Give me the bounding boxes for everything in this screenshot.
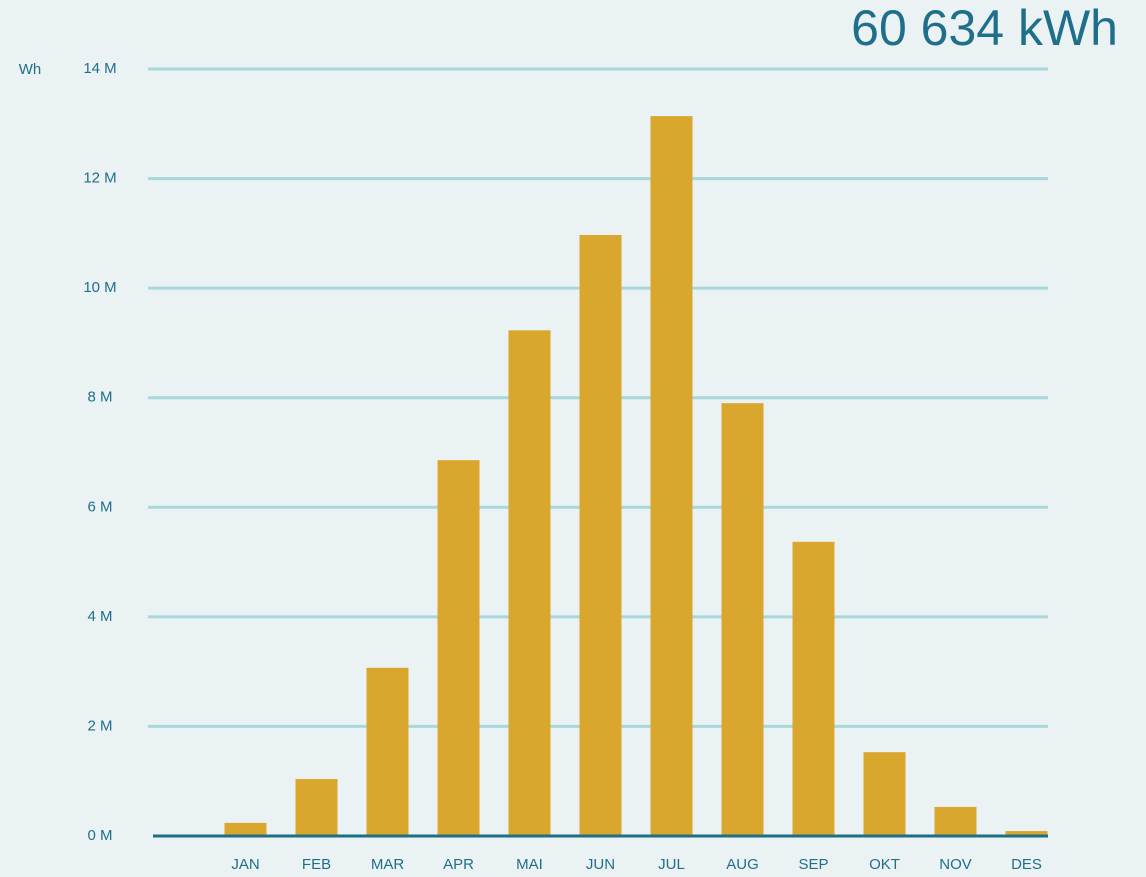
bar: [650, 116, 693, 836]
bar: [295, 779, 338, 836]
y-tick-label: 10 M: [83, 279, 116, 296]
bar: [1005, 831, 1048, 836]
bar: [863, 752, 906, 836]
bar: [366, 667, 409, 836]
x-tick-label: MAI: [516, 856, 543, 873]
x-tick-label: SEP: [798, 856, 828, 873]
y-tick-label: 6 M: [87, 498, 112, 515]
bar: [792, 541, 835, 836]
bar: [508, 330, 551, 836]
y-tick-label: 8 M: [87, 389, 112, 406]
x-tick-label: JUL: [658, 856, 685, 873]
y-tick-label: 12 M: [83, 170, 116, 187]
y-tick-label: 0 M: [87, 827, 112, 844]
x-tick-label: APR: [443, 856, 474, 873]
bar: [224, 822, 267, 836]
y-tick-label: 14 M: [83, 60, 116, 77]
x-tick-label: FEB: [302, 856, 331, 873]
x-tick-label: NOV: [939, 856, 972, 873]
y-tick-label: 2 M: [87, 717, 112, 734]
y-tick-label: 4 M: [87, 608, 112, 625]
bar: [934, 806, 977, 836]
x-tick-label: MAR: [371, 856, 405, 873]
x-tick-label: OKT: [869, 856, 900, 873]
x-tick-label: JUN: [586, 856, 615, 873]
chart-title: 60 634 kWh: [851, 0, 1118, 56]
x-tick-label: DES: [1011, 856, 1042, 873]
x-tick-label: AUG: [726, 856, 759, 873]
x-tick-label: JAN: [231, 856, 259, 873]
y-axis-label: Wh: [19, 61, 42, 78]
bar: [579, 235, 622, 836]
bar: [437, 460, 480, 836]
bar: [721, 403, 764, 836]
